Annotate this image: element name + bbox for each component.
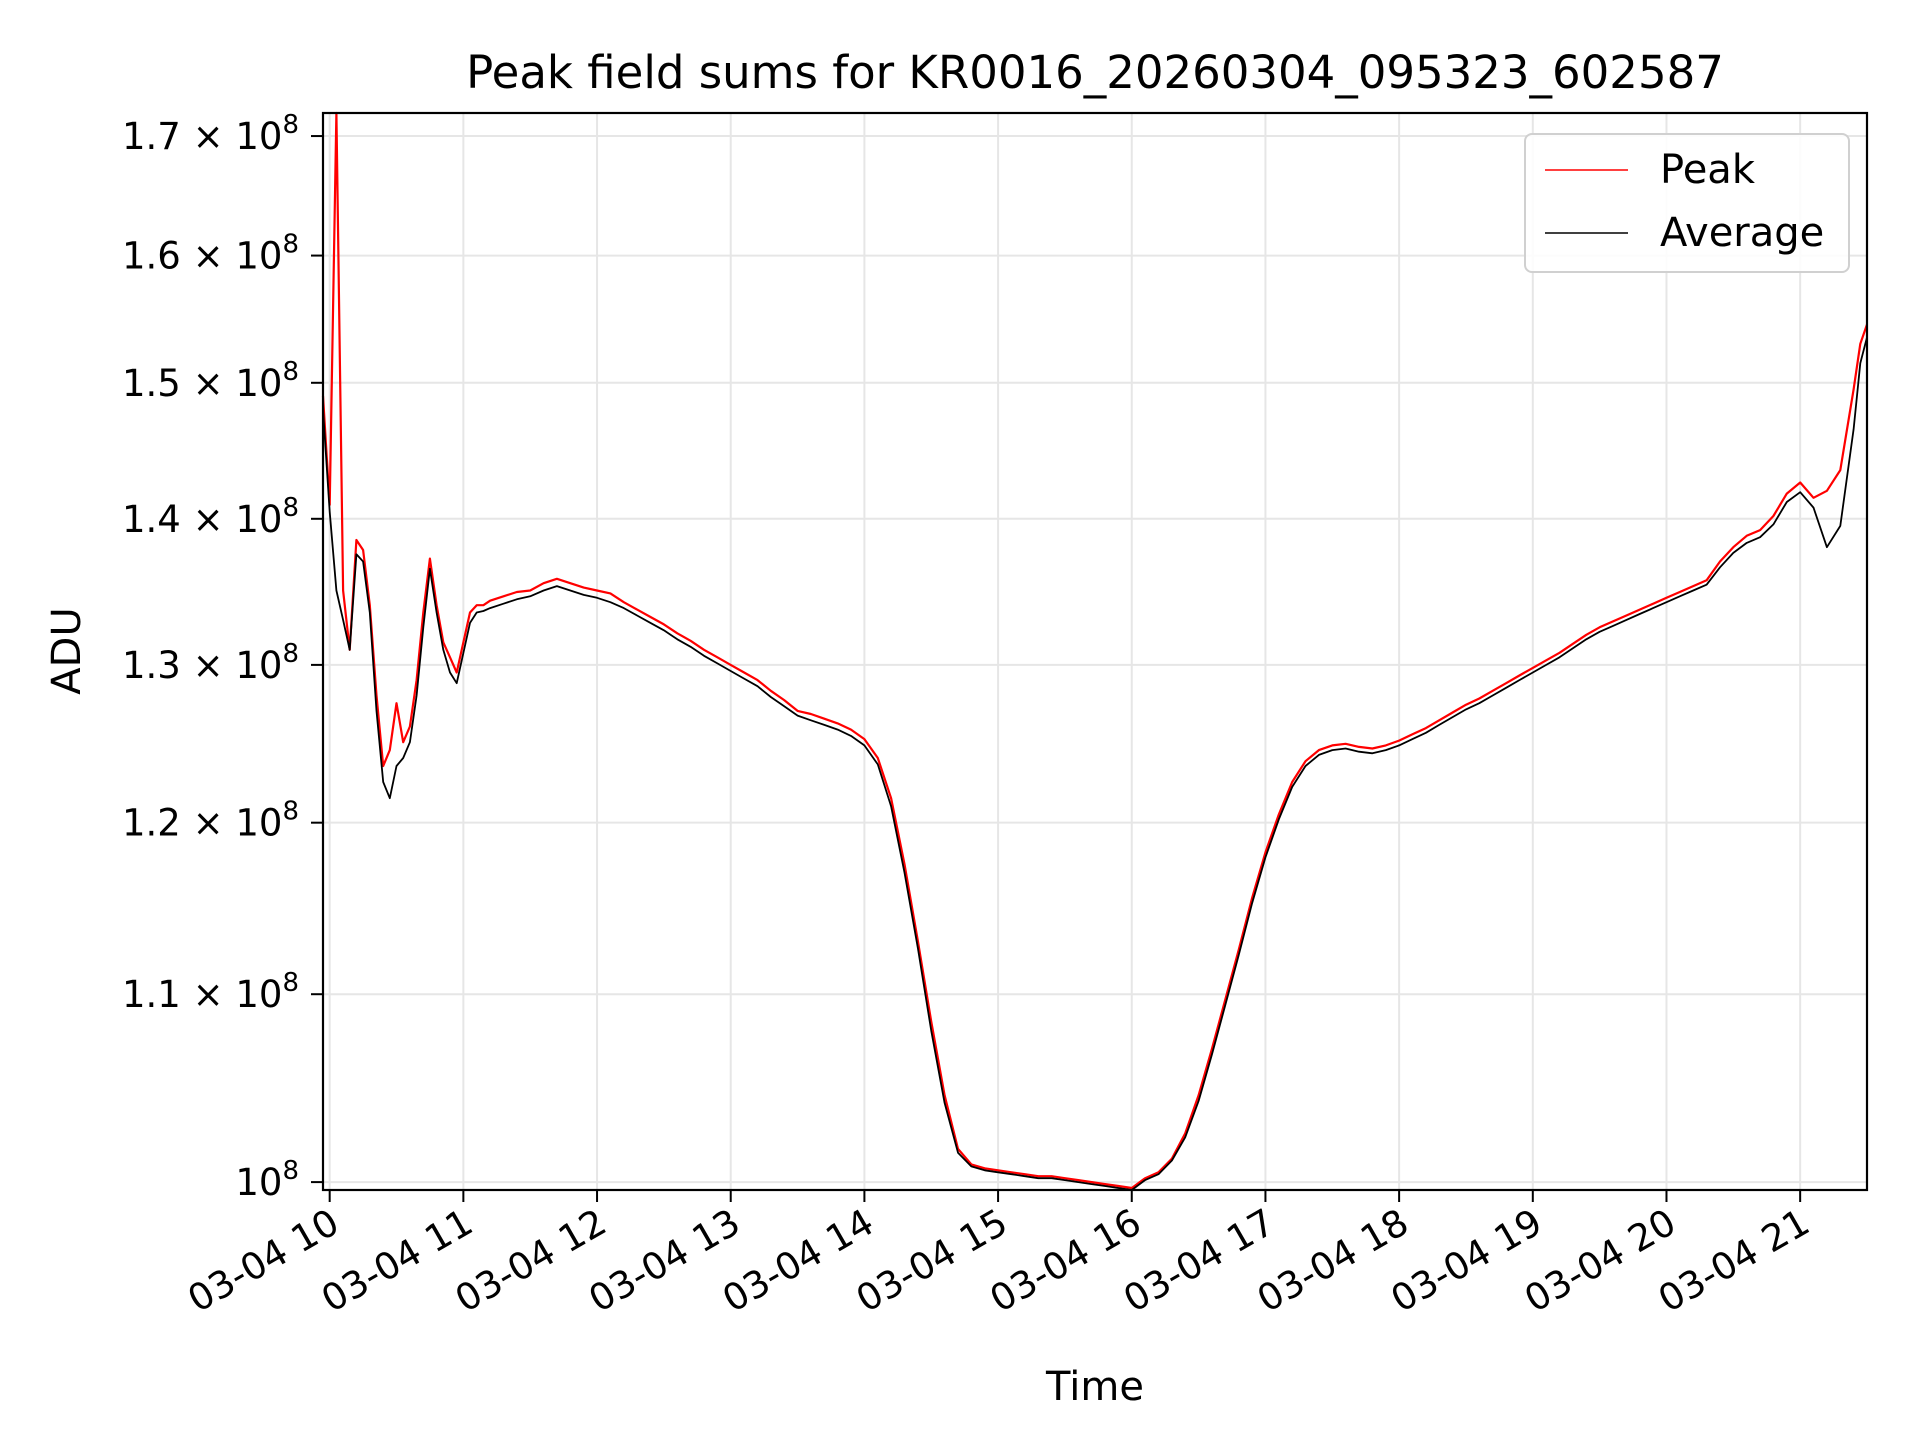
legend-box — [1524, 133, 1850, 273]
legend: Peak Average — [1524, 133, 1850, 273]
y-tick-label: 1.4 × 108 — [122, 493, 299, 541]
y-tick-label: 1.6 × 108 — [122, 230, 299, 278]
y-tick-label: 108 — [235, 1156, 299, 1204]
y-tick-label: 1.1 × 108 — [122, 968, 299, 1016]
legend-label-average: Average — [1660, 210, 1824, 256]
legend-label-peak: Peak — [1660, 147, 1756, 193]
chart-title: Peak field sums for KR0016_20260304_0953… — [466, 46, 1724, 99]
plot-area-frame — [321, 111, 1869, 1192]
y-tick-label: 1.5 × 108 — [122, 357, 299, 405]
series-line-average — [322, 337, 1868, 1191]
x-axis-label: Time — [1045, 1364, 1144, 1410]
y-tick-label: 1.2 × 108 — [122, 797, 299, 845]
plot-series — [321, 111, 1869, 1191]
y-tick-label: 1.3 × 108 — [122, 639, 299, 687]
y-axis-label: ADU — [44, 607, 90, 694]
y-tick-label: 1.7 × 108 — [122, 110, 299, 158]
series-line-peak — [321, 111, 1869, 1190]
